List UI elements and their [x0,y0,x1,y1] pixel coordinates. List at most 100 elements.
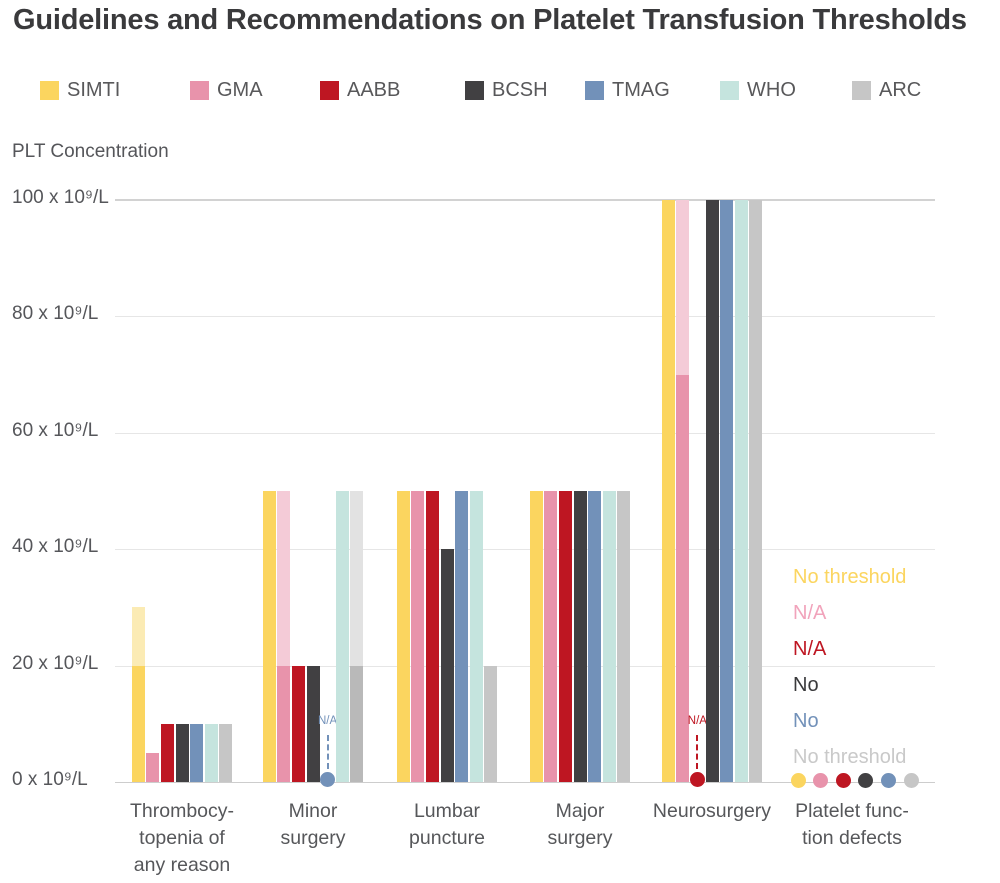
bar-simti-solid [131,665,145,782]
bar-gma-solid [411,491,425,782]
bar-aabb-solid [160,723,174,782]
annotation-arc: No threshold [793,746,907,768]
x-axis-label-line: surgery [547,827,613,849]
legend-swatch-aabb [320,81,339,100]
legend-label-who: WHO [747,79,796,101]
legend-label-simti: SIMTI [67,79,121,101]
legend-item-gma: GMA [190,79,263,102]
legend-item-bcsh: BCSH [465,79,548,102]
bar-arc-solid [484,665,498,782]
bar-bcsh-solid [306,665,320,782]
legend-swatch-gma [190,81,209,100]
bar-arc-solid [617,491,631,782]
gridline-20 [115,665,935,667]
x-axis-label-1: Minor surgery [223,798,403,852]
y-tick-label-20: 20 x 10⁹/L [12,652,99,674]
x-axis-label-line: tion defects [802,827,902,849]
legend: SIMTI GMA AABB BCSH TMAG WHO ARC [0,79,1000,103]
na-label-tmag: N/A [318,715,338,727]
bar-arc-solid [219,723,233,782]
legend-item-aabb: AABB [320,79,400,102]
na-dot-tmag [320,772,336,787]
x-axis-label-line: topenia of [139,827,225,849]
gridline-80 [115,316,935,318]
gridline-0 [115,782,935,783]
x-axis-label-2: Lumbar puncture [357,798,537,852]
y-tick-label-100: 100 x 10⁹/L [12,187,109,208]
y-tick-label-40: 40 x 10⁹/L [12,536,99,558]
bar-simti-solid [661,200,675,782]
axis-dot-aabb [835,772,851,788]
annotation-aabb: N/A [793,638,827,660]
axis-dot-bcsh [858,772,874,788]
x-axis-label-0: Thrombocy-topenia of any reason [92,798,272,879]
bar-tmag-solid [455,491,469,782]
bar-who-solid [335,491,349,782]
bar-bcsh-solid [175,723,189,782]
legend-label-tmag: TMAG [612,79,670,101]
legend-swatch-tmag [585,81,604,100]
chart-title: Guidelines and Recommendations on Platel… [13,4,967,36]
bar-gma-solid [146,752,160,782]
na-dashed-line-tmag [326,735,329,769]
bar-simti-solid [529,491,543,782]
legend-swatch-simti [40,81,59,100]
bar-arc-light [350,491,364,666]
gridline-100 [115,199,935,201]
legend-item-arc: ARC [852,79,921,102]
bar-gma-solid [277,665,291,782]
legend-label-aabb: AABB [347,79,401,101]
bar-gma-solid [676,374,690,782]
axis-dot-arc [903,772,919,788]
bar-aabb-solid [425,491,439,782]
y-axis-title: PLT Concentration [12,141,169,162]
legend-item-tmag: TMAG [585,79,670,102]
bar-tmag-solid [190,723,204,782]
bar-who-solid [602,491,616,782]
x-axis-label-line: any reason [133,854,231,876]
bar-bcsh-solid [440,549,454,782]
legend-item-who: WHO [720,79,796,102]
legend-label-bcsh: BCSH [492,79,548,101]
legend-label-gma: GMA [217,79,263,101]
legend-label-arc: ARC [879,79,922,101]
x-axis-label-4: Neurosurgery [622,798,802,825]
bar-gma-solid [544,491,558,782]
bar-simti-solid [396,491,410,782]
annotation-simti: No threshold [793,566,907,588]
na-label-aabb: N/A [687,715,707,727]
bar-tmag-solid [720,200,734,782]
bar-gma-light [277,491,291,666]
x-axis-label-line: Neurosurgery [652,800,772,822]
legend-swatch-arc [852,81,871,100]
x-axis-label-line: Thrombocy- [129,800,235,822]
legend-swatch-bcsh [465,81,484,100]
bar-gma-light [676,200,690,375]
x-axis-label-3: Major surgery [490,798,670,852]
bar-aabb-solid [558,491,572,782]
y-tick-label-60: 60 x 10⁹/L [12,419,99,441]
legend-swatch-who [720,81,739,100]
bar-simti-solid [262,491,276,782]
na-dashed-line-aabb [696,735,699,769]
y-tick-label-0: 0 x 10⁹/L [12,769,88,790]
x-axis-label-5: Platelet func-tion defects [762,798,942,852]
bar-tmag-solid [588,491,602,782]
x-axis-label-line: Major [555,800,605,822]
axis-dot-simti [790,772,806,788]
bar-aabb-solid [291,665,305,782]
y-tick-label-80: 80 x 10⁹/L [12,303,99,325]
bar-bcsh-solid [573,491,587,782]
na-dot-aabb [689,772,705,787]
annotation-gma: N/A [793,602,827,624]
x-axis-label-line: Minor [288,800,338,822]
bar-arc-dark [350,665,364,782]
bar-simti-light [131,607,145,666]
bar-bcsh-solid [705,200,719,782]
gridline-40 [115,549,935,551]
bar-arc-solid [749,200,763,782]
x-axis-label-line: surgery [280,827,346,849]
legend-item-simti: SIMTI [40,79,120,102]
x-axis-label-line: Lumbar [413,800,481,822]
